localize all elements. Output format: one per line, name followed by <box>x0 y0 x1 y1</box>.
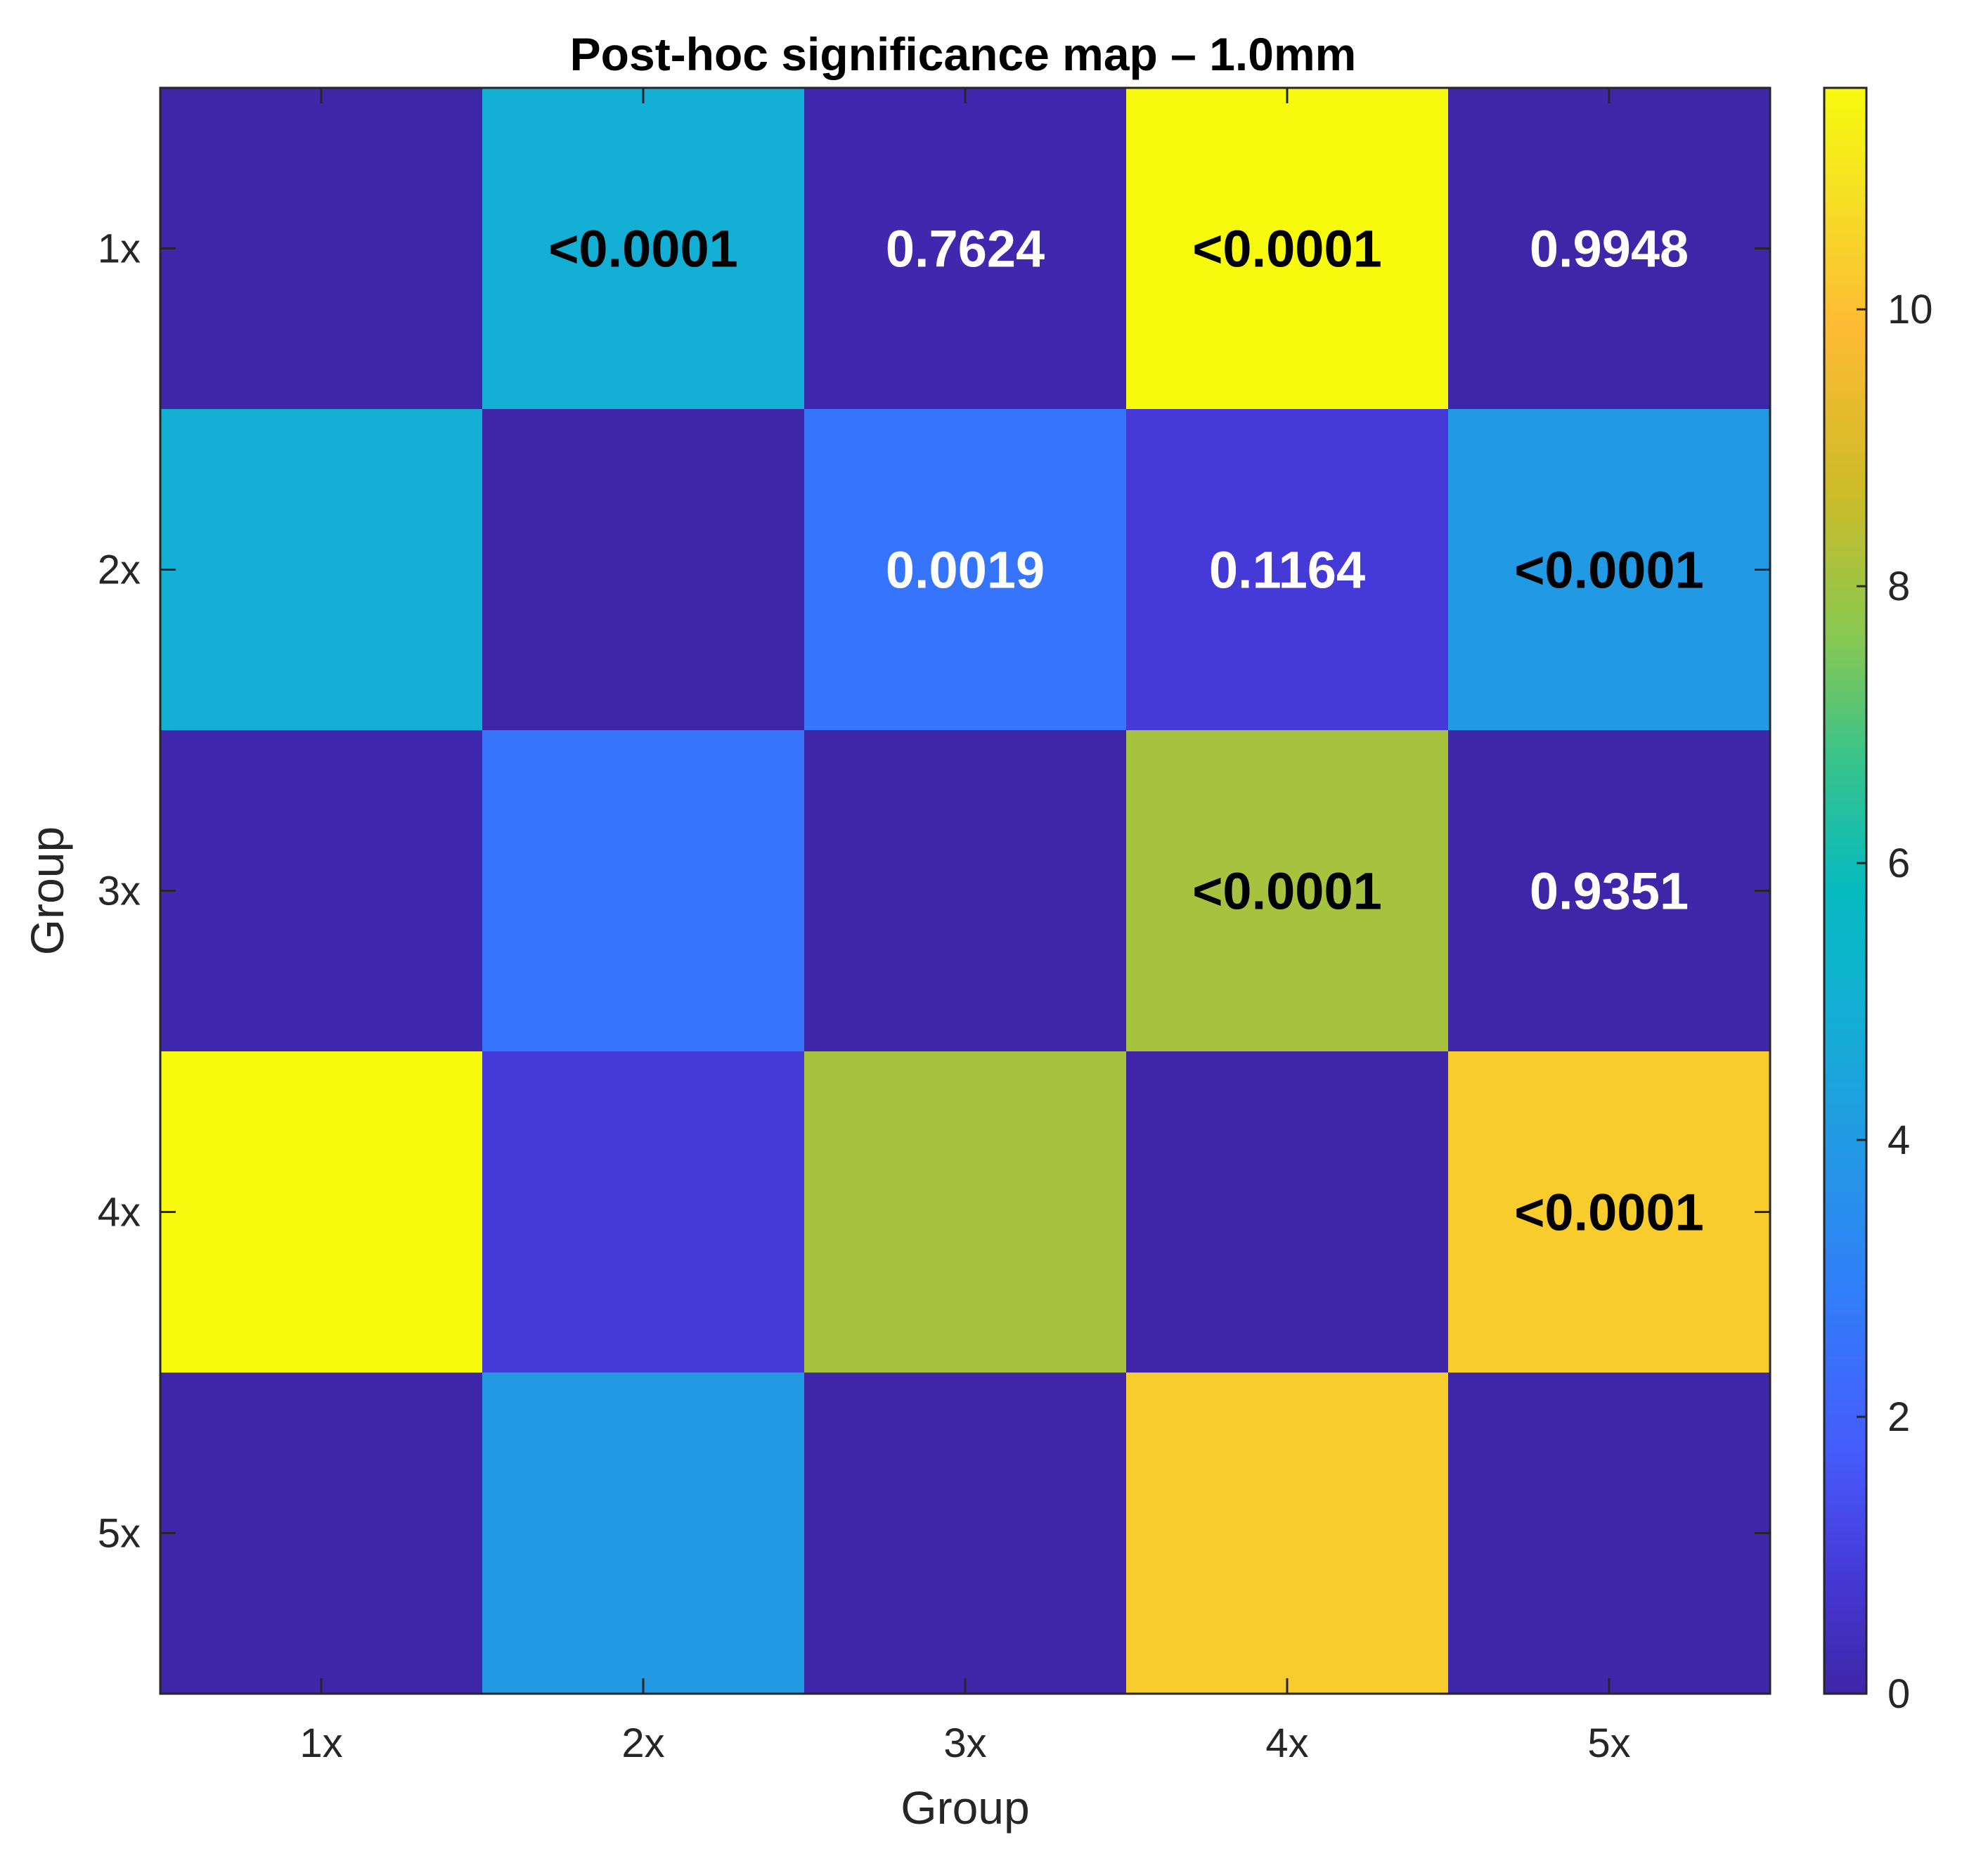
x-tick-label: 3x <box>943 1720 986 1766</box>
cell-label-r3-c5: 0.9351 <box>1530 862 1689 921</box>
heatmap-cell-r4-c3 <box>804 1051 1127 1373</box>
cell-label-r1-c5: 0.9948 <box>1530 220 1689 278</box>
heatmap-cell-r2-c4 <box>1126 409 1449 731</box>
heatmap-cell-r3-c1 <box>160 730 483 1052</box>
heatmap-cell-r2-c5 <box>1448 409 1771 731</box>
y-tick-label: 4x <box>98 1190 141 1235</box>
chart-title: Post-hoc significance map – 1.0mm <box>570 28 1357 80</box>
heatmap-cell-r4-c4 <box>1126 1051 1449 1373</box>
cell-label-r2-c5: <0.0001 <box>1514 541 1704 599</box>
y-tick-label: 1x <box>98 226 141 272</box>
heatmap-cell-r1-c2 <box>482 88 805 410</box>
colorbar: 0 2 4 6 8 10 <box>1823 86 1933 1717</box>
cell-label-r2-c3: 0.0019 <box>886 541 1045 599</box>
heatmap-cell-r4-c5 <box>1448 1051 1771 1373</box>
y-tick-label: 2x <box>98 547 141 593</box>
y-axis-label: Group <box>21 826 73 955</box>
y-axis-ticks: 1x 2x 3x 4x 5x <box>98 226 1770 1557</box>
colorbar-tick-label: 10 <box>1887 287 1933 332</box>
heatmap-cell-r1-c3 <box>804 88 1127 410</box>
heatmap-cell-r4-c2 <box>482 1051 805 1373</box>
colorbar-tick-label: 6 <box>1887 841 1910 886</box>
heatmap-cell-r2-c1 <box>160 409 483 731</box>
x-axis-label: Group <box>901 1782 1029 1834</box>
heatmap-cell-r1-c5 <box>1448 88 1771 410</box>
heatmap-cell-r1-c4 <box>1126 88 1449 410</box>
heatmap-cell-r3-c4 <box>1126 730 1449 1052</box>
colorbar-tick-label: 2 <box>1887 1394 1910 1440</box>
colorbar-gradient <box>1823 86 1868 1695</box>
cell-label-r1-c4: <0.0001 <box>1192 220 1382 278</box>
cell-label-r4-c5: <0.0001 <box>1514 1183 1704 1242</box>
x-tick-label: 2x <box>621 1720 664 1766</box>
heatmap-cell-r3-c5 <box>1448 730 1771 1052</box>
heatmap-cell-r1-c1 <box>160 88 483 410</box>
cell-label-r2-c4: 0.1164 <box>1209 541 1365 599</box>
heatmap-cell-r5-c5 <box>1448 1373 1771 1694</box>
x-tick-label: 4x <box>1265 1720 1308 1766</box>
colorbar-tick-label: 0 <box>1887 1671 1910 1717</box>
cell-label-r1-c2: <0.0001 <box>548 220 738 278</box>
colorbar-tick-label: 4 <box>1887 1117 1910 1163</box>
x-axis-ticks: 1x 2x 3x 4x 5x <box>299 88 1631 1766</box>
cell-label-r1-c3: 0.7624 <box>886 220 1045 278</box>
x-tick-label: 5x <box>1587 1720 1630 1766</box>
heatmap-cell-r3-c3 <box>804 730 1127 1052</box>
heatmap-cell-r2-c3 <box>804 409 1127 731</box>
heatmap-cell-r5-c3 <box>804 1373 1127 1694</box>
heatmap-cell-labels: <0.0001 0.7624 <0.0001 0.9948 0.0019 0.1164 <0… <box>548 220 1704 1242</box>
x-tick-label: 1x <box>299 1720 342 1766</box>
colorbar-tick-label: 8 <box>1887 564 1910 609</box>
heatmap-cells <box>160 88 1771 1694</box>
cell-label-r3-c4: <0.0001 <box>1192 862 1382 921</box>
heatmap-cell-r2-c2 <box>482 409 805 731</box>
heatmap-cell-r3-c2 <box>482 730 805 1052</box>
heatmap-cell-r5-c4 <box>1126 1373 1449 1694</box>
y-tick-label: 3x <box>98 869 141 914</box>
heatmap-cell-r5-c2 <box>482 1373 805 1694</box>
heatmap-cell-r5-c1 <box>160 1373 483 1694</box>
heatmap-cell-r4-c1 <box>160 1051 483 1373</box>
y-tick-label: 5x <box>98 1511 141 1557</box>
